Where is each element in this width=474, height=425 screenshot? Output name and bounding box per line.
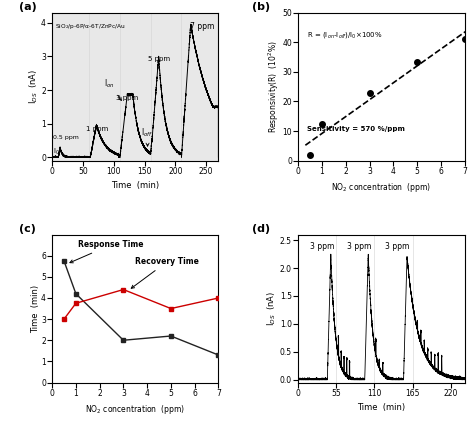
Text: 0.5 ppm: 0.5 ppm <box>53 136 79 141</box>
X-axis label: NO$_2$ concentration  (ppm): NO$_2$ concentration (ppm) <box>85 403 185 416</box>
X-axis label: Time  (min): Time (min) <box>111 181 159 190</box>
Text: 5 ppm: 5 ppm <box>147 57 170 62</box>
Text: R = (I$_{on}$-I$_{off}$)/I$_0$×100%: R = (I$_{on}$-I$_{off}$)/I$_0$×100% <box>307 30 382 40</box>
Text: (a): (a) <box>19 2 36 12</box>
Point <box>366 89 374 96</box>
Text: I$_{on}$: I$_{on}$ <box>104 78 121 100</box>
X-axis label: Time  (min): Time (min) <box>357 403 405 412</box>
Text: Response Time: Response Time <box>70 240 144 263</box>
Y-axis label: Time  (min): Time (min) <box>31 284 40 333</box>
Text: Sensitivity = 570 %/ppm: Sensitivity = 570 %/ppm <box>307 126 404 132</box>
Text: 3 ppm: 3 ppm <box>385 241 410 251</box>
Y-axis label: Responsivity(R)  (10$^2$%): Responsivity(R) (10$^2$%) <box>266 40 281 133</box>
Text: 3 ppm: 3 ppm <box>347 241 372 251</box>
Text: SiO$_2$/p-6P/α-6T/ZnPc/Au: SiO$_2$/p-6P/α-6T/ZnPc/Au <box>55 22 127 31</box>
Y-axis label: I$_{DS}$  (nA): I$_{DS}$ (nA) <box>266 291 278 326</box>
Point <box>413 58 421 65</box>
Point <box>318 120 326 127</box>
Point <box>306 151 314 158</box>
Text: 1 ppm: 1 ppm <box>86 126 108 132</box>
Text: (b): (b) <box>252 2 270 12</box>
Text: 3 ppm: 3 ppm <box>116 95 138 101</box>
Text: I$_{off}$: I$_{off}$ <box>141 127 154 146</box>
Text: (c): (c) <box>19 224 36 234</box>
Text: Recovery Time: Recovery Time <box>131 257 199 288</box>
Point <box>461 36 468 43</box>
Text: 3 ppm: 3 ppm <box>310 241 335 251</box>
Text: (d): (d) <box>252 224 270 234</box>
Text: I$_0$: I$_0$ <box>53 147 60 157</box>
Text: 7 ppm: 7 ppm <box>190 22 215 31</box>
X-axis label: NO$_2$ concentration  (ppm): NO$_2$ concentration (ppm) <box>331 181 431 195</box>
Y-axis label: I$_{DS}$  (nA): I$_{DS}$ (nA) <box>27 69 40 104</box>
